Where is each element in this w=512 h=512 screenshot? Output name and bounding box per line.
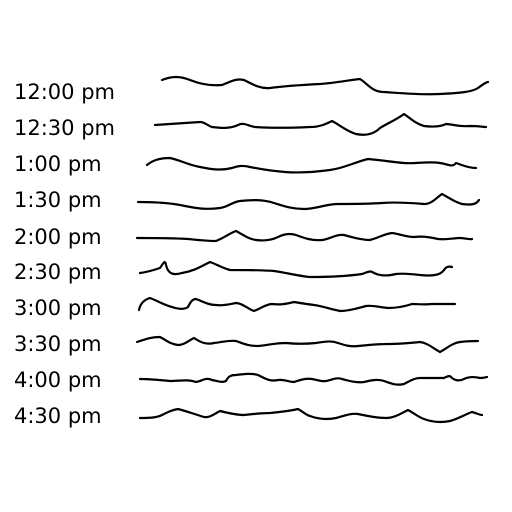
wave-line-230	[140, 262, 452, 277]
wave-line-1200	[162, 77, 488, 94]
wave-line-1230	[155, 114, 486, 135]
wave-line-130	[138, 194, 479, 209]
wave-line-400	[140, 374, 487, 385]
wave-line-330	[137, 337, 478, 352]
wave-line-200	[137, 231, 472, 241]
wave-line-300	[139, 298, 455, 311]
wave-line-430	[140, 409, 482, 422]
wave-line-100	[147, 158, 476, 172]
